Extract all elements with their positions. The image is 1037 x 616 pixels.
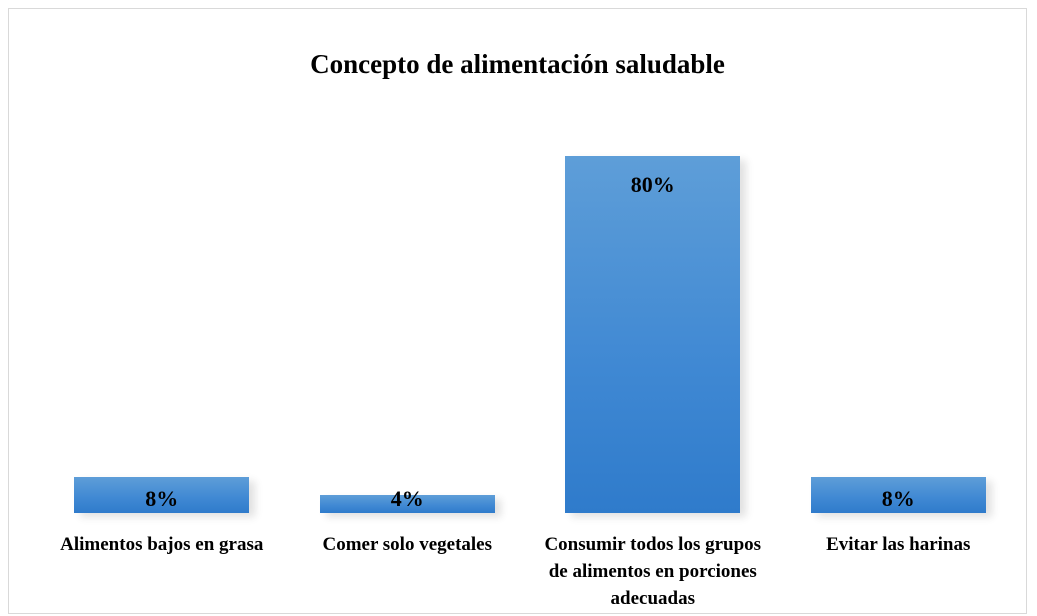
bar	[319, 495, 495, 513]
chart: Concepto de alimentación saludable 8% Ali…	[8, 8, 1027, 614]
x-tick-label: Evitar las harinas	[826, 534, 971, 555]
bar	[565, 156, 741, 513]
data-label: 8%	[881, 486, 915, 511]
x-tick-label: Alimentos bajos en grasa	[60, 534, 264, 555]
chart-title: Concepto de alimentación saludable	[310, 49, 725, 79]
data-label: 4%	[390, 486, 424, 511]
bar	[810, 477, 986, 513]
data-label: 8%	[145, 486, 179, 511]
x-tick-label: Consumir todos los grupos de alimentos e…	[544, 534, 762, 609]
data-label: 80%	[630, 172, 675, 197]
x-tick-label: Comer solo vegetales	[322, 534, 493, 555]
bar	[74, 477, 250, 513]
